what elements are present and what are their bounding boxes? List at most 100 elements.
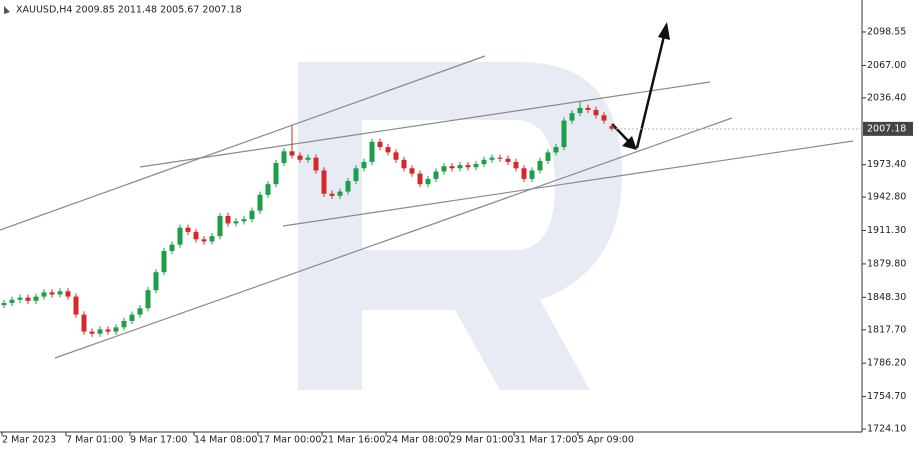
candle-body: [393, 152, 399, 160]
candle-body: [529, 170, 535, 179]
y-tick-label: 1848.30: [867, 292, 906, 303]
candle-body: [465, 165, 471, 168]
candle-body: [33, 296, 39, 301]
candle-body: [545, 152, 551, 161]
candle-body: [537, 160, 543, 171]
candle-body: [409, 168, 415, 174]
candle-body: [241, 219, 247, 222]
y-tick-label: 1973.40: [867, 159, 906, 170]
x-tick-label: 7 Mar 01:00: [66, 435, 123, 446]
candle-body: [209, 236, 215, 242]
candle-body: [585, 107, 591, 110]
candle-body: [345, 181, 351, 192]
candle-body: [441, 166, 447, 172]
candle-body: [473, 164, 479, 168]
candle-body: [233, 221, 239, 224]
candle-body: [289, 151, 295, 156]
candle-body: [505, 158, 511, 162]
x-tick-label: 5 Apr 09:00: [578, 435, 634, 446]
candle-body: [369, 141, 375, 162]
candle-body: [161, 250, 167, 273]
candle-body: [513, 161, 519, 169]
candle-body: [225, 216, 231, 224]
candle-body: [433, 171, 439, 179]
x-tick-label: 29 Mar 01:00: [450, 435, 513, 446]
candle-body: [337, 191, 343, 196]
candle-body: [593, 109, 599, 116]
candle-body: [521, 168, 527, 179]
last-price-label: 2007.18: [867, 123, 906, 134]
candle-body: [457, 165, 463, 169]
candle-body: [273, 162, 279, 185]
candle-body: [129, 314, 135, 321]
candle-body: [609, 126, 615, 129]
trend-lines: [0, 55, 854, 359]
candle-body: [329, 193, 335, 196]
candle-body: [249, 210, 255, 220]
candle-body: [177, 227, 183, 245]
candle-body: [41, 292, 47, 297]
y-tick-label: 1942.80: [867, 192, 906, 203]
y-tick-label: 1817.70: [867, 324, 906, 335]
candle-body: [153, 272, 159, 291]
y-tick-label: 1911.30: [867, 225, 906, 236]
candle-body: [121, 320, 127, 328]
y-tick-label: 1754.70: [867, 391, 906, 402]
candle-body: [401, 159, 407, 169]
candle-body: [417, 173, 423, 185]
x-tick-label: 9 Mar 17:00: [130, 435, 187, 446]
candle-body: [65, 291, 71, 297]
candle-body: [265, 184, 271, 195]
candle-body: [425, 178, 431, 185]
candle-body: [353, 168, 359, 182]
candle-body: [97, 329, 103, 334]
x-tick-label: 14 Mar 08:00: [194, 435, 257, 446]
candle-body: [281, 151, 287, 163]
last-price-box: [863, 121, 913, 136]
candle-body: [25, 297, 31, 301]
title-icon: [4, 6, 10, 14]
candle-body: [17, 297, 23, 300]
watermark: [298, 62, 622, 390]
candle-body: [313, 157, 319, 171]
y-tick-label: 2036.40: [867, 92, 906, 103]
candle-body: [569, 113, 575, 121]
candle-body: [169, 244, 175, 251]
candle-body: [305, 157, 311, 160]
candle-body: [137, 308, 143, 315]
y-tick-label: 1786.20: [867, 358, 906, 369]
y-tick-label: 1879.80: [867, 258, 906, 269]
candle-body: [201, 239, 207, 242]
candle-body: [449, 166, 455, 169]
x-tick-label: 21 Mar 16:00: [322, 435, 385, 446]
candle-body: [601, 115, 607, 121]
candle-body: [105, 329, 111, 332]
candle-body: [377, 141, 383, 148]
x-tick-label: 31 Mar 17:00: [514, 435, 577, 446]
candle-body: [257, 194, 263, 211]
candle-body: [185, 227, 191, 232]
x-tick-label: 24 Mar 08:00: [386, 435, 449, 446]
candle-body: [193, 231, 199, 240]
chart-title: XAUUSD,H4 2009.85 2011.48 2005.67 2007.1…: [16, 5, 242, 16]
candle-body: [489, 157, 495, 160]
y-tick-label: 2067.00: [867, 60, 906, 71]
candle-body: [9, 299, 15, 303]
candle-body: [561, 120, 567, 148]
candle-body: [217, 216, 223, 237]
candle-body: [553, 147, 559, 153]
candle-body: [89, 331, 95, 334]
candle-body: [49, 292, 55, 295]
candle-body: [481, 159, 487, 165]
candle-body: [145, 290, 151, 309]
candle-body: [321, 170, 327, 194]
candle-body: [361, 161, 367, 169]
candle-body: [297, 155, 303, 160]
x-tick-label: 17 Mar 00:00: [258, 435, 321, 446]
x-tick-label: 2 Mar 2023: [2, 435, 56, 446]
candle-body: [73, 296, 79, 315]
y-tick-label: 1724.10: [867, 424, 906, 435]
candle-body: [497, 157, 503, 159]
candle-body: [81, 314, 87, 332]
